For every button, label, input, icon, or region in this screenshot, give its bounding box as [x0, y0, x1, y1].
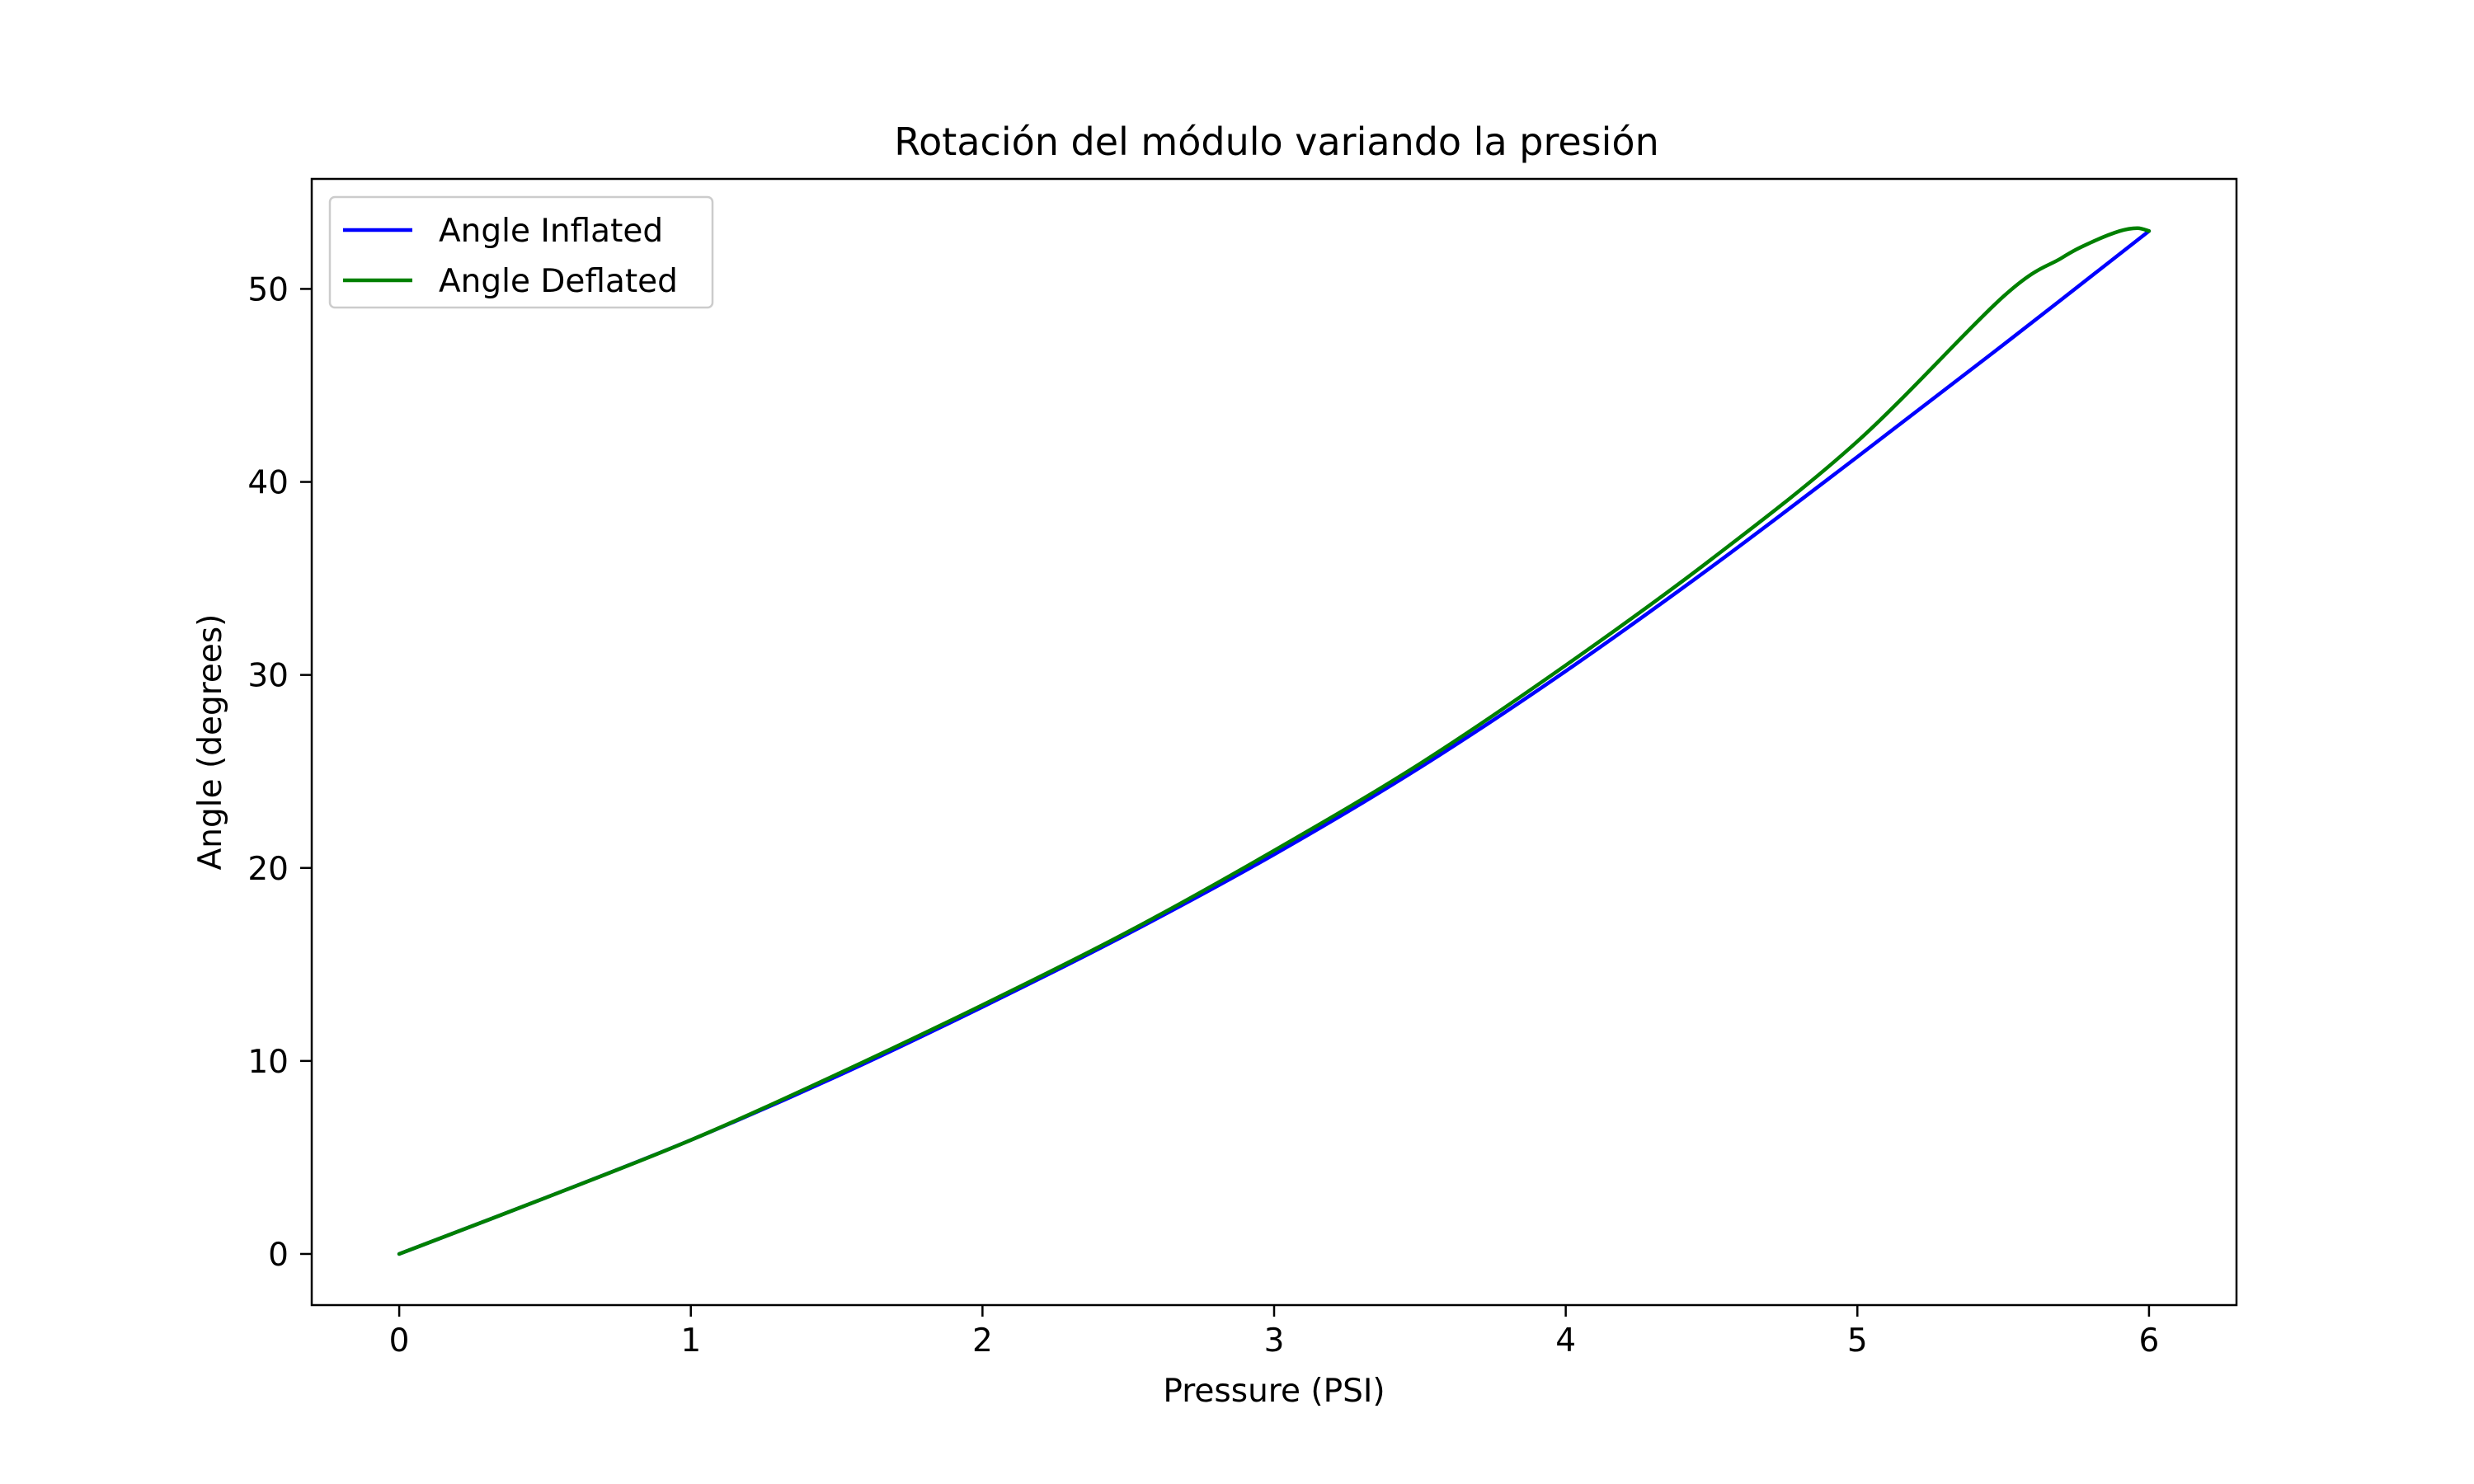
y-tick-label: 20 — [247, 851, 289, 888]
legend-label: Angle Inflated — [439, 213, 663, 250]
x-tick-label: 3 — [1264, 1322, 1285, 1360]
x-tick-label: 1 — [680, 1322, 701, 1360]
x-tick-label: 5 — [1847, 1322, 1868, 1360]
legend-box — [328, 195, 714, 309]
x-axis: 0 1 2 3 4 5 6 — [389, 1305, 2159, 1360]
x-axis-label: Pressure (PSI) — [1163, 1373, 1385, 1410]
series-line-angle-deflated — [397, 226, 2152, 1256]
y-tick-label: 50 — [247, 271, 289, 308]
x-tick-label: 2 — [972, 1322, 993, 1360]
y-tick-label: 10 — [247, 1044, 289, 1081]
y-axis: 0 10 20 30 40 50 — [247, 271, 312, 1274]
y-tick-label: 0 — [268, 1237, 289, 1274]
y-tick-label: 40 — [247, 465, 289, 502]
legend: Angle Inflated Angle Deflated — [328, 195, 714, 309]
chart-title: Rotación del módulo variando la presión — [894, 120, 1658, 164]
x-tick-label: 4 — [1555, 1322, 1576, 1360]
legend-label: Angle Deflated — [439, 263, 678, 300]
x-tick-label: 0 — [389, 1322, 410, 1360]
y-axis-label: Angle (degrees) — [192, 614, 229, 871]
y-tick-label: 30 — [247, 658, 289, 695]
plot-lines — [397, 226, 2152, 1256]
x-tick-label: 6 — [2138, 1322, 2159, 1360]
